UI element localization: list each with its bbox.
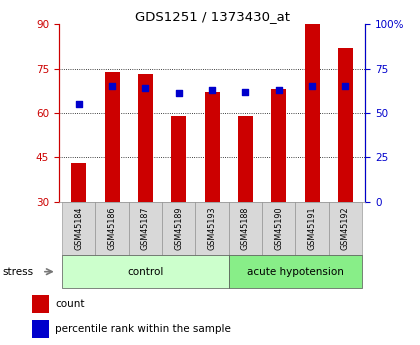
- Bar: [205, 92, 220, 202]
- Text: GSM45192: GSM45192: [341, 207, 350, 250]
- Bar: [262, 202, 295, 255]
- Bar: [95, 202, 129, 255]
- Point: [209, 87, 215, 93]
- Bar: [105, 71, 120, 202]
- Point: [276, 87, 282, 93]
- Text: count: count: [55, 299, 84, 309]
- Bar: [138, 75, 153, 202]
- Text: stress: stress: [2, 267, 33, 277]
- Text: GSM45184: GSM45184: [74, 207, 83, 250]
- Bar: [129, 202, 162, 255]
- Bar: [238, 116, 253, 202]
- Point: [76, 101, 82, 107]
- Text: GSM45193: GSM45193: [207, 207, 217, 250]
- Point: [176, 91, 182, 96]
- Bar: [62, 255, 229, 288]
- Text: GSM45188: GSM45188: [241, 207, 250, 250]
- Text: GSM45187: GSM45187: [141, 207, 150, 250]
- Point: [309, 83, 315, 89]
- Bar: [338, 48, 353, 202]
- Bar: [171, 116, 186, 202]
- Point: [242, 89, 249, 95]
- Point: [142, 85, 149, 91]
- Bar: [304, 24, 320, 202]
- Bar: [229, 202, 262, 255]
- Bar: [162, 202, 195, 255]
- Bar: [195, 202, 229, 255]
- Text: control: control: [127, 267, 164, 277]
- Text: GSM45189: GSM45189: [174, 207, 183, 250]
- Point: [342, 83, 349, 89]
- Text: percentile rank within the sample: percentile rank within the sample: [55, 324, 231, 334]
- Bar: [329, 202, 362, 255]
- Text: GSM45186: GSM45186: [108, 207, 117, 250]
- Title: GDS1251 / 1373430_at: GDS1251 / 1373430_at: [134, 10, 290, 23]
- Bar: [229, 255, 362, 288]
- Bar: [71, 163, 86, 202]
- Bar: [295, 202, 329, 255]
- Bar: [271, 89, 286, 202]
- Bar: [32, 295, 50, 313]
- Bar: [62, 202, 95, 255]
- Bar: [32, 320, 50, 337]
- Text: GSM45191: GSM45191: [307, 207, 317, 250]
- Text: GSM45190: GSM45190: [274, 207, 283, 250]
- Text: acute hypotension: acute hypotension: [247, 267, 344, 277]
- Point: [109, 83, 116, 89]
